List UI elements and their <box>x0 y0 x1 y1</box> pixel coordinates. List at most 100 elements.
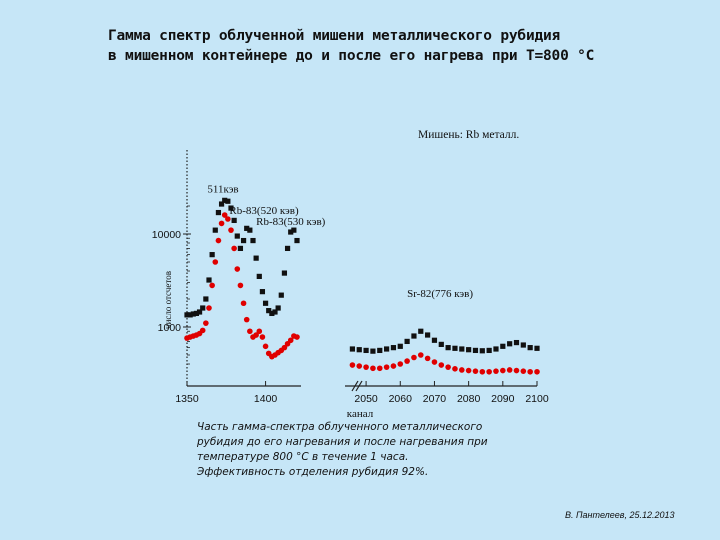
data-point-before <box>411 333 417 339</box>
y-tick-label: 10000 <box>152 229 181 241</box>
data-point-before <box>288 229 294 235</box>
data-point-before <box>294 237 300 244</box>
data-point-before <box>377 347 383 354</box>
data-point-before <box>479 348 485 354</box>
data-point-before <box>438 341 444 347</box>
data-point-after <box>370 365 376 372</box>
data-point-before <box>281 270 288 276</box>
data-point-after <box>417 352 424 358</box>
axis-break-mark <box>351 380 359 392</box>
data-point-before <box>262 300 269 306</box>
data-point-after <box>256 328 263 335</box>
x-tick-label: 1350 <box>175 393 199 405</box>
data-point-before <box>203 296 209 302</box>
data-point-after <box>294 334 300 340</box>
data-point-before <box>466 347 472 353</box>
data-point-before <box>196 309 203 315</box>
peak-annotation: Sr-82(776 кэв) <box>407 288 473 300</box>
data-point-before <box>187 312 193 318</box>
data-point-before <box>269 310 275 317</box>
data-point-before <box>452 345 458 351</box>
data-point-before <box>418 328 424 334</box>
data-point-after <box>203 320 209 326</box>
data-point-after <box>452 366 458 372</box>
data-point-before <box>209 252 215 258</box>
data-point-before <box>240 237 247 244</box>
data-point-before <box>527 345 533 351</box>
data-point-after <box>259 334 266 340</box>
data-point-after <box>287 337 294 344</box>
data-point-before <box>275 305 281 311</box>
data-point-before <box>237 245 244 252</box>
data-point-before <box>500 343 506 349</box>
peak-annotation: 511кэв <box>207 183 238 195</box>
data-point-before <box>397 343 403 349</box>
data-point-after <box>253 332 259 338</box>
data-point-after <box>243 316 250 323</box>
data-point-before <box>184 312 190 318</box>
data-point-before <box>520 342 526 348</box>
data-point-before <box>370 348 376 354</box>
data-point-after <box>349 362 356 368</box>
data-point-before <box>486 347 492 354</box>
data-point-before <box>231 217 237 224</box>
data-point-after <box>424 355 431 362</box>
data-point-after <box>231 245 237 252</box>
x-tick-label: 1400 <box>254 393 278 405</box>
data-point-after <box>225 216 231 222</box>
data-point-after <box>465 367 472 374</box>
data-point-before <box>425 332 431 338</box>
data-point-after <box>438 362 445 368</box>
data-point-after <box>215 237 222 244</box>
y-axis-label: число отсчетов <box>163 271 173 329</box>
data-point-after <box>431 359 438 365</box>
data-point-after <box>356 363 363 369</box>
data-point-after <box>240 300 247 307</box>
data-point-before <box>244 225 250 231</box>
chart-title: Мишень: Rb металл. <box>418 129 519 141</box>
data-point-after <box>262 343 269 350</box>
data-point-before <box>193 310 200 317</box>
data-point-after <box>209 282 215 289</box>
data-point-after <box>397 361 404 367</box>
data-point-before <box>507 341 513 347</box>
data-point-after <box>199 327 206 334</box>
data-point-after <box>459 367 465 373</box>
data-point-before <box>356 347 362 353</box>
data-point-after <box>404 358 410 364</box>
data-point-after <box>281 344 288 351</box>
data-point-after <box>206 305 212 311</box>
data-point-before <box>445 345 451 351</box>
data-point-after <box>411 354 417 361</box>
x-tick-label: 2080 <box>457 393 481 405</box>
peak-annotation: Rb-83(520 кэв) <box>229 205 299 217</box>
data-point-before <box>250 237 256 244</box>
x-tick-label: 2050 <box>354 393 378 405</box>
data-point-before <box>200 305 206 311</box>
data-point-after <box>363 364 369 370</box>
data-point-after <box>445 364 451 370</box>
author-signature: В. Пантелеев, 25.12.2013 <box>565 510 675 520</box>
data-point-after <box>383 364 390 370</box>
chart-marks <box>184 197 540 375</box>
data-point-before <box>284 245 291 252</box>
data-point-before <box>493 346 499 352</box>
data-point-before <box>404 338 410 345</box>
data-point-after <box>212 259 219 265</box>
data-point-before <box>349 346 356 352</box>
data-point-after <box>527 368 533 375</box>
data-point-before <box>384 346 390 352</box>
caption-line: рубидия до его нагревания и после нагрев… <box>197 436 488 448</box>
caption-line: Часть гамма-спектра облученного металлич… <box>197 421 483 433</box>
data-point-after <box>390 363 397 369</box>
axis-break-mark <box>355 380 363 392</box>
page-title: Гамма спектр облученной мишени металличе… <box>108 26 688 66</box>
data-point-before <box>247 227 253 233</box>
data-point-before <box>206 277 212 283</box>
data-point-before <box>272 309 278 315</box>
data-point-before <box>212 227 218 233</box>
data-point-after <box>493 368 499 374</box>
data-point-after <box>479 368 486 375</box>
data-point-before <box>291 227 297 233</box>
